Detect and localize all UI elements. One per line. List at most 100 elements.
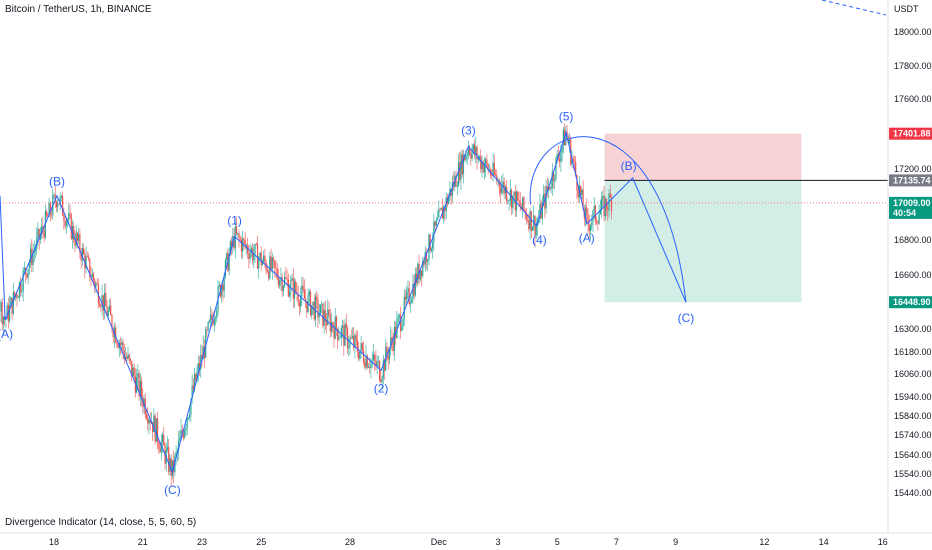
candle-415 bbox=[476, 145, 478, 170]
wave-label-0[interactable]: (A) bbox=[0, 327, 13, 341]
candle-450 bbox=[519, 192, 521, 212]
wave-label-6[interactable]: (4) bbox=[532, 233, 547, 247]
candle-360 bbox=[408, 281, 410, 307]
candle-254 bbox=[277, 268, 280, 288]
candle-354 bbox=[401, 319, 403, 332]
take-profit-zone[interactable] bbox=[604, 180, 802, 303]
candle-474 bbox=[549, 186, 551, 191]
candle-85 bbox=[69, 204, 71, 220]
candle-388 bbox=[443, 205, 445, 224]
candle-118 bbox=[110, 297, 112, 316]
wave-line-lead[interactable] bbox=[0, 195, 6, 321]
candle-332 bbox=[374, 352, 376, 372]
candle-222 bbox=[238, 229, 240, 248]
candle-113 bbox=[103, 283, 106, 319]
candle-93 bbox=[79, 228, 81, 259]
candle-122 bbox=[115, 323, 117, 344]
y-tick-label-3: 17200.00 bbox=[894, 164, 932, 174]
candle-154 bbox=[154, 413, 156, 446]
candle-484 bbox=[561, 144, 563, 162]
candle-48 bbox=[23, 261, 25, 274]
candle-312 bbox=[349, 334, 351, 356]
wave-label-9[interactable]: (B) bbox=[621, 159, 637, 173]
candle-264 bbox=[290, 275, 292, 302]
candle-348 bbox=[393, 320, 395, 361]
candle-309 bbox=[345, 313, 347, 337]
candle-517 bbox=[602, 190, 604, 207]
candle-278 bbox=[307, 288, 309, 314]
chart-title: Bitcoin / TetherUS, 1h, BINANCE bbox=[5, 4, 152, 15]
candle-479 bbox=[555, 156, 557, 183]
wave-label-5[interactable]: (3) bbox=[461, 123, 476, 137]
candle-404 bbox=[462, 149, 465, 184]
wave-label-7[interactable]: (5) bbox=[559, 109, 574, 123]
candle-429 bbox=[493, 154, 495, 178]
candle-133 bbox=[128, 353, 130, 364]
x-tick-label-0: 18 bbox=[49, 537, 59, 547]
candle-336 bbox=[379, 359, 381, 383]
candle-383 bbox=[436, 210, 439, 221]
candle-258 bbox=[282, 284, 284, 297]
candle-322 bbox=[361, 342, 363, 354]
wave-label-4[interactable]: (2) bbox=[374, 381, 389, 395]
candle-99 bbox=[86, 251, 88, 258]
entry-price-tag[interactable]: 17135.74 bbox=[889, 174, 932, 187]
candle-234 bbox=[253, 244, 255, 269]
y-tick-label-0: 18000.00 bbox=[894, 27, 932, 37]
candle-523 bbox=[609, 184, 611, 199]
candle-288 bbox=[319, 304, 321, 315]
candle-84 bbox=[68, 203, 70, 225]
candle-195 bbox=[205, 326, 207, 359]
candle-175 bbox=[180, 418, 182, 439]
candle-158 bbox=[159, 442, 161, 453]
candle-359 bbox=[407, 280, 409, 303]
trend-line[interactable] bbox=[821, 0, 887, 16]
stop-price-tag[interactable]: 17401.88 bbox=[889, 127, 932, 140]
candle-224 bbox=[240, 236, 243, 259]
candle-303 bbox=[338, 326, 340, 342]
target-price-tag[interactable]: 16448.90 bbox=[889, 296, 932, 309]
candle-318 bbox=[356, 330, 358, 358]
candle-37 bbox=[10, 296, 12, 306]
y-tick-label-4: 16800.00 bbox=[894, 235, 932, 245]
candle-374 bbox=[425, 248, 428, 270]
candle-518 bbox=[603, 186, 605, 222]
candle-227 bbox=[244, 231, 246, 251]
candle-126 bbox=[120, 337, 122, 355]
stop-loss-zone[interactable] bbox=[604, 133, 802, 181]
position-zones bbox=[0, 0, 888, 303]
candle-279 bbox=[308, 289, 310, 306]
candle-320 bbox=[359, 351, 361, 361]
candle-249 bbox=[271, 252, 273, 280]
wave-label-2[interactable]: (C) bbox=[164, 483, 181, 497]
candle-117 bbox=[108, 299, 111, 313]
candle-125 bbox=[118, 339, 120, 358]
candle-338 bbox=[381, 375, 383, 391]
candle-409 bbox=[469, 144, 471, 157]
x-tick-label-11: 14 bbox=[819, 537, 829, 547]
candle-510 bbox=[593, 197, 595, 220]
candle-197 bbox=[207, 320, 209, 333]
candle-189 bbox=[197, 355, 199, 382]
candle-524 bbox=[610, 194, 613, 220]
svg-text:17135.74: 17135.74 bbox=[893, 175, 931, 185]
candle-240 bbox=[260, 246, 262, 271]
x-tick-label-9: 9 bbox=[673, 537, 678, 547]
indicator-label[interactable]: Divergence Indicator (14, close, 5, 5, 6… bbox=[5, 517, 196, 528]
wave-label-8[interactable]: (A) bbox=[579, 231, 595, 245]
candle-430 bbox=[494, 168, 497, 177]
candle-455 bbox=[525, 207, 527, 225]
wave-path[interactable] bbox=[4, 130, 687, 474]
candle-132 bbox=[127, 346, 129, 362]
candle-464 bbox=[536, 216, 539, 237]
wave-label-3[interactable]: (1) bbox=[227, 213, 242, 227]
wave-label-10[interactable]: (C) bbox=[678, 311, 695, 325]
wave-label-1[interactable]: (B) bbox=[49, 175, 65, 189]
candle-62 bbox=[41, 217, 43, 240]
projection-arc[interactable] bbox=[529, 136, 687, 303]
candle-76 bbox=[58, 203, 60, 206]
x-tick-label-4: 28 bbox=[345, 537, 355, 547]
